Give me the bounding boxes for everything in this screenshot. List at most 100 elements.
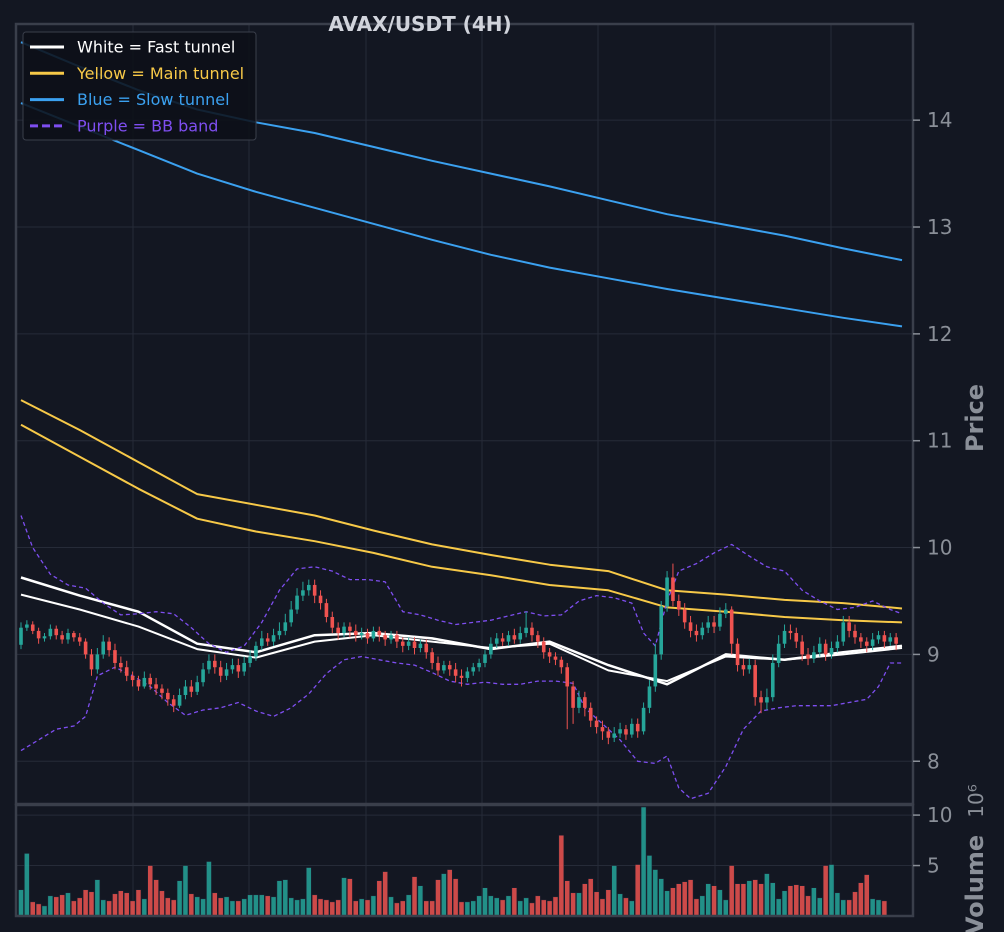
volume-bar bbox=[858, 882, 864, 917]
volume-bar bbox=[564, 880, 570, 917]
candle-body bbox=[876, 635, 881, 640]
candle-body bbox=[383, 635, 387, 640]
volume-bar bbox=[353, 900, 359, 917]
volume-bar bbox=[646, 855, 653, 917]
candle-body bbox=[647, 686, 652, 708]
volume-bar bbox=[441, 873, 447, 917]
volume-bar bbox=[129, 900, 136, 917]
volume-bar bbox=[59, 894, 65, 917]
volume-bar bbox=[165, 897, 171, 917]
candle-body bbox=[536, 635, 540, 642]
candle-body bbox=[201, 669, 205, 683]
candle-body bbox=[483, 654, 487, 663]
volume-bar bbox=[71, 900, 77, 917]
candle-body bbox=[60, 635, 64, 640]
candle-body bbox=[530, 627, 534, 636]
candle-body bbox=[459, 675, 464, 678]
candle-body bbox=[724, 609, 728, 614]
volume-bar bbox=[347, 878, 353, 917]
price-tick-label: 11 bbox=[927, 429, 952, 453]
volume-bar bbox=[881, 900, 888, 917]
volume-bar bbox=[135, 889, 142, 917]
volume-bar bbox=[493, 897, 500, 917]
volume-bar bbox=[817, 897, 823, 917]
candle-body bbox=[242, 662, 246, 672]
volume-bar bbox=[106, 900, 112, 917]
legend-entry: Blue = Slow tunnel bbox=[77, 90, 230, 109]
candle-body bbox=[765, 697, 769, 703]
candle-body bbox=[588, 707, 593, 721]
candle-body bbox=[395, 635, 399, 642]
candle-body bbox=[336, 627, 340, 634]
candle-body bbox=[277, 630, 282, 636]
candle-body bbox=[659, 606, 663, 655]
volume-bar bbox=[523, 897, 529, 917]
volume-bar bbox=[770, 882, 776, 917]
candle-body bbox=[119, 662, 123, 668]
volume-bar bbox=[658, 878, 664, 917]
candle-body bbox=[353, 630, 358, 636]
price-tick-label: 9 bbox=[927, 642, 940, 666]
candle-body bbox=[265, 638, 270, 642]
volume-bar bbox=[834, 892, 841, 917]
candle-body bbox=[418, 643, 423, 648]
candle-body bbox=[177, 695, 182, 706]
volume-bar bbox=[282, 879, 289, 917]
candle-body bbox=[371, 630, 376, 639]
candle-body bbox=[400, 641, 405, 646]
volume-bar bbox=[423, 900, 430, 917]
volume-bar bbox=[276, 880, 283, 917]
volume-bar bbox=[118, 890, 124, 917]
volume-bar bbox=[517, 900, 523, 917]
volume-axis-label: Volume bbox=[961, 835, 989, 932]
candle-body bbox=[512, 635, 517, 640]
candle-body bbox=[712, 622, 716, 627]
volume-tick-label: 10 bbox=[927, 803, 952, 827]
volume-bar bbox=[634, 864, 641, 917]
volume-bar bbox=[170, 899, 177, 917]
volume-bar bbox=[141, 898, 148, 917]
volume-bar bbox=[235, 900, 242, 917]
candle-body bbox=[36, 630, 41, 639]
volume-bar bbox=[593, 891, 600, 917]
candle-body bbox=[142, 677, 147, 687]
candle-body bbox=[148, 677, 153, 685]
candle-body bbox=[224, 669, 229, 676]
candle-body bbox=[624, 729, 628, 735]
volume-bar bbox=[640, 806, 647, 917]
volume-bar bbox=[781, 890, 788, 917]
volume-bar bbox=[693, 898, 700, 917]
candle-body bbox=[477, 662, 481, 668]
price-grid bbox=[16, 24, 913, 804]
candle-body bbox=[794, 633, 799, 642]
volume-bar bbox=[253, 894, 259, 917]
candle-body bbox=[829, 648, 834, 655]
volume-bar bbox=[746, 880, 753, 917]
volume-bar bbox=[664, 890, 670, 917]
volume-tick-label: 5 bbox=[927, 854, 940, 878]
volume-bar bbox=[558, 835, 565, 917]
candle-body bbox=[412, 641, 417, 648]
candle-body bbox=[312, 584, 317, 596]
candle-body bbox=[359, 633, 364, 636]
volume-bar bbox=[311, 894, 318, 917]
candle-body bbox=[841, 622, 846, 642]
candle-body bbox=[389, 635, 393, 640]
candle-body bbox=[207, 660, 211, 670]
volume-grid bbox=[16, 805, 913, 916]
volume-bar bbox=[317, 898, 324, 917]
volume-bar bbox=[552, 896, 559, 917]
volume-bar bbox=[535, 895, 541, 917]
volume-bar bbox=[259, 894, 265, 917]
volume-bar bbox=[35, 903, 42, 917]
candle-body bbox=[19, 627, 23, 645]
volume-bar bbox=[388, 896, 394, 917]
volume-bar bbox=[306, 867, 312, 917]
volume-bar bbox=[229, 900, 236, 917]
volume-bar bbox=[546, 900, 553, 917]
candle-body bbox=[324, 603, 329, 618]
volume-bar bbox=[65, 892, 71, 917]
volume-bar bbox=[629, 900, 635, 917]
candle-body bbox=[365, 633, 370, 639]
volume-bar bbox=[147, 865, 153, 917]
